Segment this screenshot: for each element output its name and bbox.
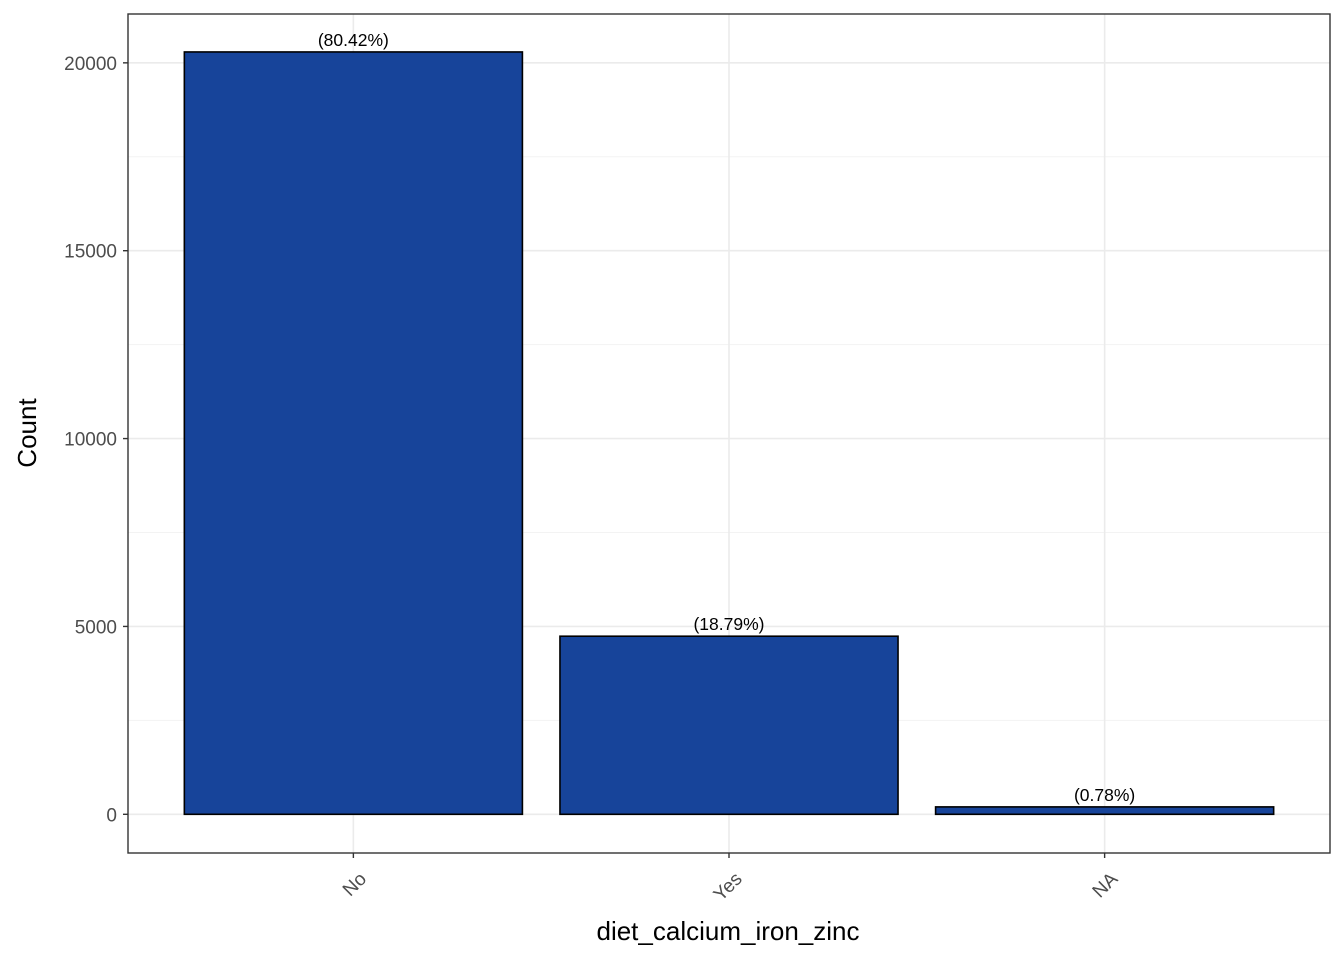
y-tick-label: 15000 [64,242,117,263]
y-tick-label: 5000 [75,617,117,638]
data-label: (80.42%) [318,30,389,50]
y-tick-label: 10000 [64,430,117,451]
bar-no [183,51,524,816]
x-axis-title: diet_calcium_iron_zinc [596,916,859,946]
bar-yes [559,635,899,816]
data-label: (0.78%) [1074,785,1135,805]
y-tick-label: 0 [106,805,117,826]
bars [183,51,1275,816]
data-labels: (80.42%) (18.79%) (0.78%) [318,30,1135,805]
bar-na [934,806,1275,816]
y-tick-label: 20000 [64,54,117,75]
data-label: (18.79%) [693,614,764,634]
y-axis-title: Count [12,398,42,468]
